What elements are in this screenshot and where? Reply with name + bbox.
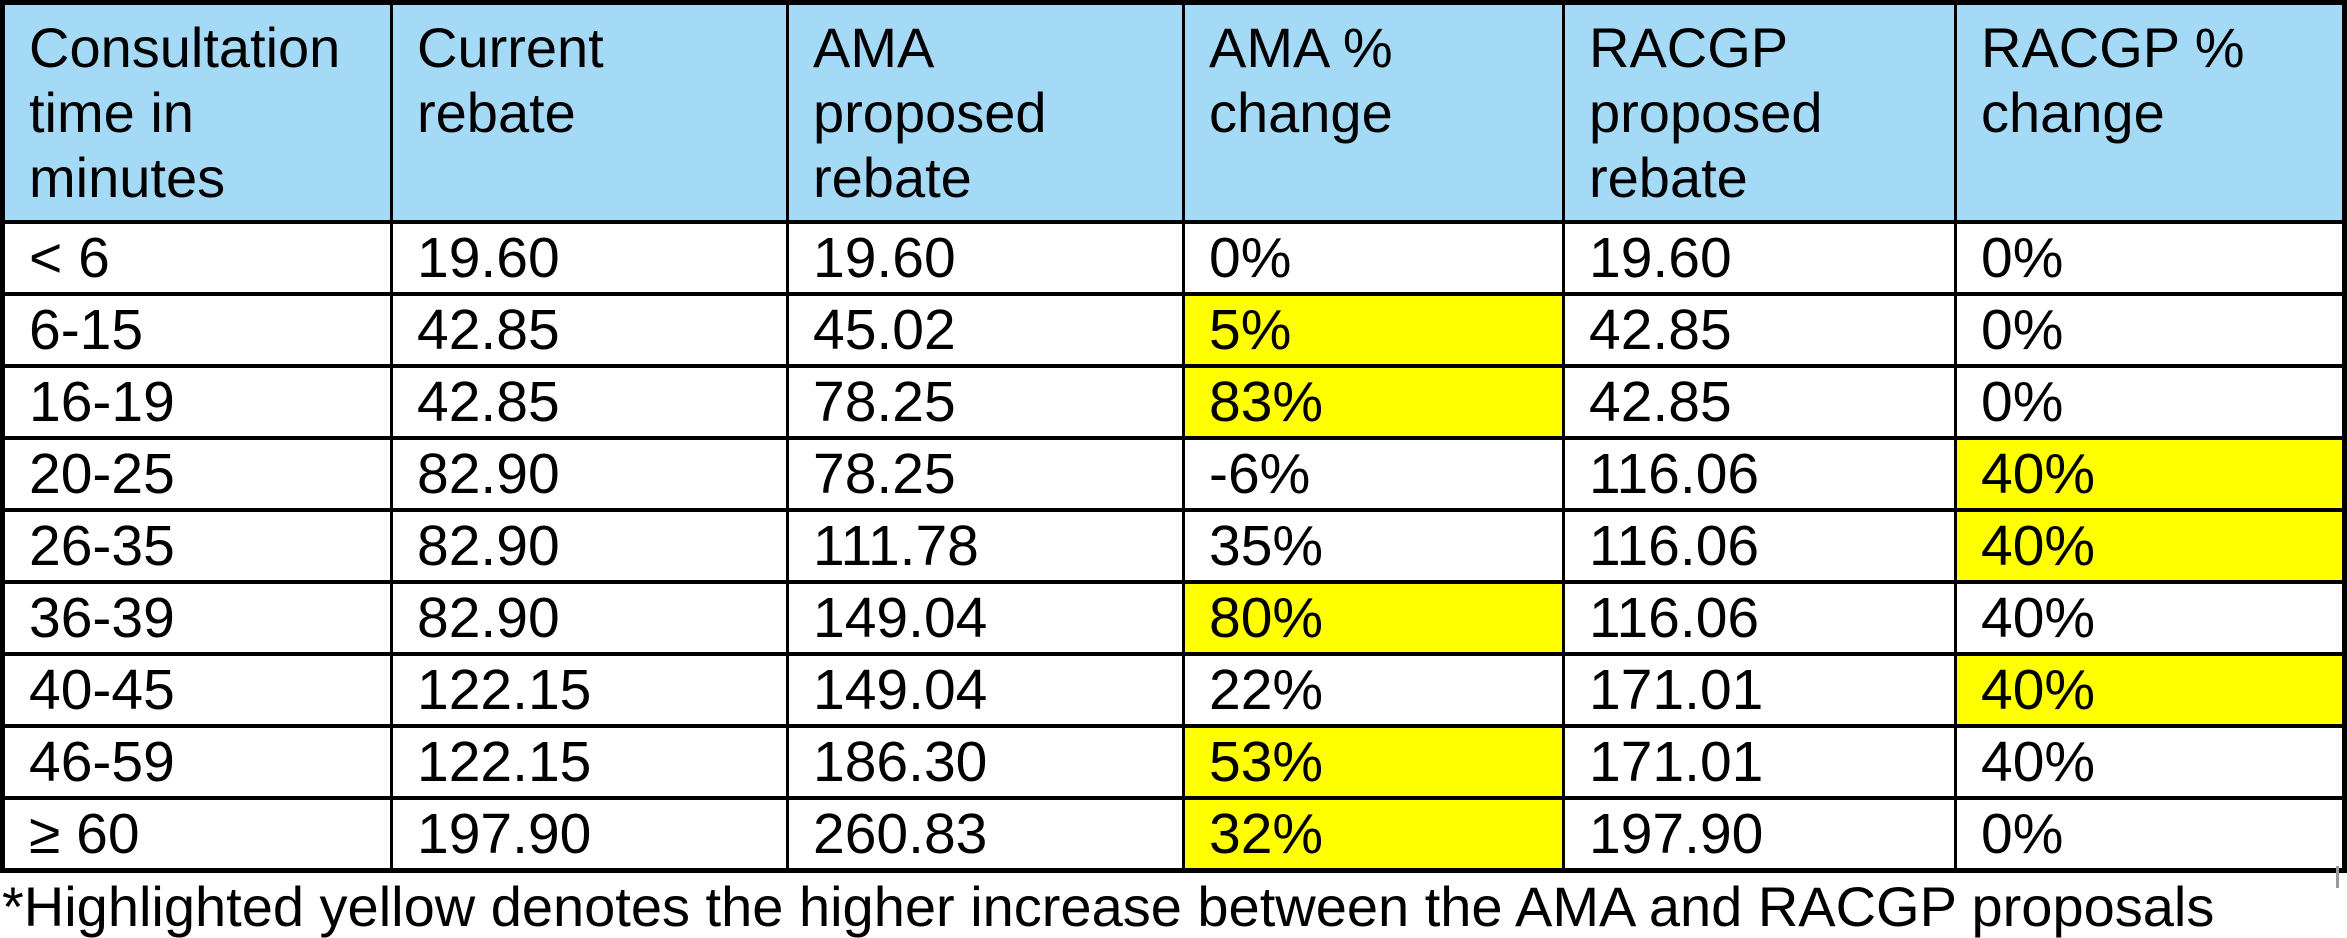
cell-consultation-time: 26-35 <box>5 512 390 580</box>
cell-racgp-pct-change: 40% <box>1957 656 2342 724</box>
cell-current-rebate: 42.85 <box>393 368 786 436</box>
cell-current-rebate: 122.15 <box>393 728 786 796</box>
cell-racgp-pct-change: 0% <box>1957 296 2342 364</box>
header-ama-pct-change: AMA % change <box>1185 5 1562 220</box>
cell-consultation-time: 40-45 <box>5 656 390 724</box>
cell-ama-proposed-rebate: 78.25 <box>789 368 1182 436</box>
cell-racgp-pct-change: 0% <box>1957 800 2342 868</box>
cell-consultation-time: 16-19 <box>5 368 390 436</box>
cell-ama-pct-change: 53% <box>1185 728 1562 796</box>
cell-consultation-time: ≥ 60 <box>5 800 390 868</box>
cell-current-rebate: 122.15 <box>393 656 786 724</box>
cell-racgp-pct-change: 0% <box>1957 224 2342 292</box>
cell-ama-proposed-rebate: 78.25 <box>789 440 1182 508</box>
header-racgp-proposed-rebate: RACGP proposed rebate <box>1565 5 1954 220</box>
cell-consultation-time: 46-59 <box>5 728 390 796</box>
cell-racgp-pct-change: 40% <box>1957 584 2342 652</box>
cell-consultation-time: 36-39 <box>5 584 390 652</box>
cell-ama-pct-change: 32% <box>1185 800 1562 868</box>
cell-current-rebate: 19.60 <box>393 224 786 292</box>
cell-ama-pct-change: 22% <box>1185 656 1562 724</box>
cell-ama-proposed-rebate: 149.04 <box>789 584 1182 652</box>
cell-ama-pct-change: 35% <box>1185 512 1562 580</box>
cell-racgp-proposed-rebate: 171.01 <box>1565 656 1954 724</box>
cell-consultation-time: 20-25 <box>5 440 390 508</box>
cell-consultation-time: < 6 <box>5 224 390 292</box>
artifact-gray-tick <box>2336 866 2339 888</box>
cell-ama-proposed-rebate: 149.04 <box>789 656 1182 724</box>
cell-current-rebate: 82.90 <box>393 512 786 580</box>
cell-ama-pct-change: 0% <box>1185 224 1562 292</box>
rebate-comparison-table: Consultation time in minutes Current reb… <box>0 0 2347 873</box>
cell-ama-proposed-rebate: 45.02 <box>789 296 1182 364</box>
header-ama-proposed-rebate: AMA proposed rebate <box>789 5 1182 220</box>
cell-current-rebate: 42.85 <box>393 296 786 364</box>
header-consultation-time: Consultation time in minutes <box>5 5 390 220</box>
cell-racgp-proposed-rebate: 42.85 <box>1565 296 1954 364</box>
header-racgp-pct-change: RACGP % change <box>1957 5 2342 220</box>
cell-current-rebate: 197.90 <box>393 800 786 868</box>
cell-ama-pct-change: 80% <box>1185 584 1562 652</box>
cell-racgp-proposed-rebate: 19.60 <box>1565 224 1954 292</box>
cell-racgp-proposed-rebate: 197.90 <box>1565 800 1954 868</box>
cell-racgp-pct-change: 40% <box>1957 440 2342 508</box>
cell-racgp-pct-change: 40% <box>1957 728 2342 796</box>
cell-ama-pct-change: -6% <box>1185 440 1562 508</box>
cell-current-rebate: 82.90 <box>393 584 786 652</box>
cell-racgp-proposed-rebate: 42.85 <box>1565 368 1954 436</box>
header-current-rebate: Current rebate <box>393 5 786 220</box>
cell-racgp-proposed-rebate: 116.06 <box>1565 440 1954 508</box>
cell-ama-pct-change: 5% <box>1185 296 1562 364</box>
cell-racgp-pct-change: 0% <box>1957 368 2342 436</box>
cell-ama-pct-change: 83% <box>1185 368 1562 436</box>
cell-racgp-pct-change: 40% <box>1957 512 2342 580</box>
cell-racgp-proposed-rebate: 116.06 <box>1565 584 1954 652</box>
cell-ama-proposed-rebate: 186.30 <box>789 728 1182 796</box>
cell-ama-proposed-rebate: 19.60 <box>789 224 1182 292</box>
cell-racgp-proposed-rebate: 171.01 <box>1565 728 1954 796</box>
footnote: *Highlighted yellow denotes the higher i… <box>2 875 2215 938</box>
cell-ama-proposed-rebate: 260.83 <box>789 800 1182 868</box>
cell-current-rebate: 82.90 <box>393 440 786 508</box>
cell-ama-proposed-rebate: 111.78 <box>789 512 1182 580</box>
cell-racgp-proposed-rebate: 116.06 <box>1565 512 1954 580</box>
cell-consultation-time: 6-15 <box>5 296 390 364</box>
